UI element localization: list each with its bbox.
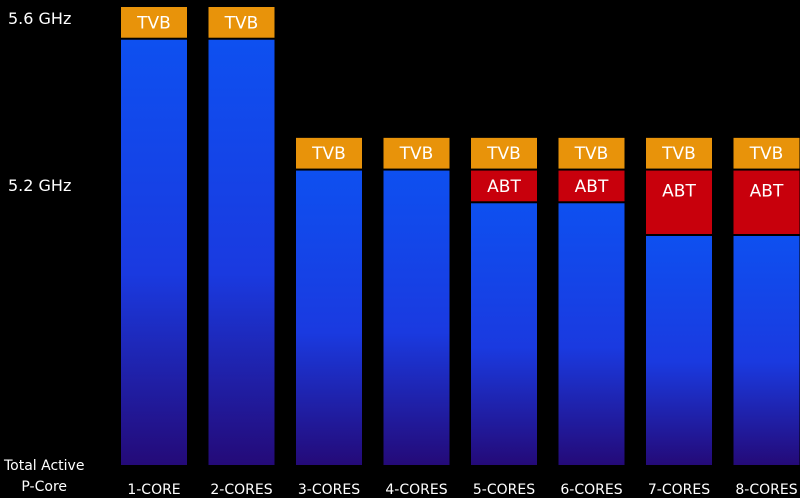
tvb-segment (558, 137, 625, 169)
x-tick-label: 8-CORES (735, 482, 797, 497)
base-frequency-bar (208, 39, 275, 465)
base-frequency-bar (383, 170, 450, 466)
base-frequency-bar (296, 170, 362, 466)
abt-label: ABT (662, 182, 696, 202)
tvb-segment (121, 7, 187, 38)
x-tick-label: 1-CORE (127, 482, 180, 497)
abt-label: ABT (750, 182, 784, 202)
tvb-label: TVB (311, 144, 346, 164)
x-tick-label: 3-CORES (298, 482, 360, 497)
x-axis-title-line1: Total Active (4, 458, 85, 474)
base-frequency-bar (733, 236, 800, 465)
base-frequency-bar (471, 203, 537, 466)
abt-segment (733, 170, 800, 234)
abt-segment (471, 170, 537, 202)
abt-label: ABT (575, 177, 609, 197)
base-frequency-bar (121, 39, 187, 465)
tvb-segment (646, 137, 712, 169)
tvb-label: TVB (661, 144, 696, 164)
x-tick-label: 4-CORES (385, 482, 447, 497)
abt-label: ABT (487, 177, 521, 197)
abt-segment (558, 170, 625, 202)
y-tick-label: 5.6 GHz (8, 9, 72, 28)
x-tick-label: 2-CORES (210, 482, 272, 497)
tvb-segment (208, 7, 275, 38)
tvb-label: TVB (136, 13, 171, 33)
tvb-segment (471, 137, 537, 169)
tvb-label: TVB (574, 144, 609, 164)
x-axis-title: Total Active P-Core (4, 456, 84, 498)
y-tick-label: 5.2 GHz (8, 176, 72, 195)
tvb-label: TVB (399, 144, 434, 164)
x-tick-label: 6-CORES (560, 482, 622, 497)
base-frequency-bar (646, 236, 712, 465)
tvb-segment (733, 137, 800, 169)
tvb-label: TVB (224, 13, 259, 33)
x-tick-label: 7-CORES (648, 482, 710, 497)
tvb-segment (383, 137, 450, 169)
tvb-label: TVB (486, 144, 521, 164)
tvb-segment (296, 137, 362, 169)
abt-segment (646, 170, 712, 234)
tvb-label: TVB (749, 144, 784, 164)
base-frequency-bar (558, 203, 625, 466)
x-tick-label: 5-CORES (473, 482, 535, 497)
x-axis-title-line2: P-Core (21, 479, 68, 495)
